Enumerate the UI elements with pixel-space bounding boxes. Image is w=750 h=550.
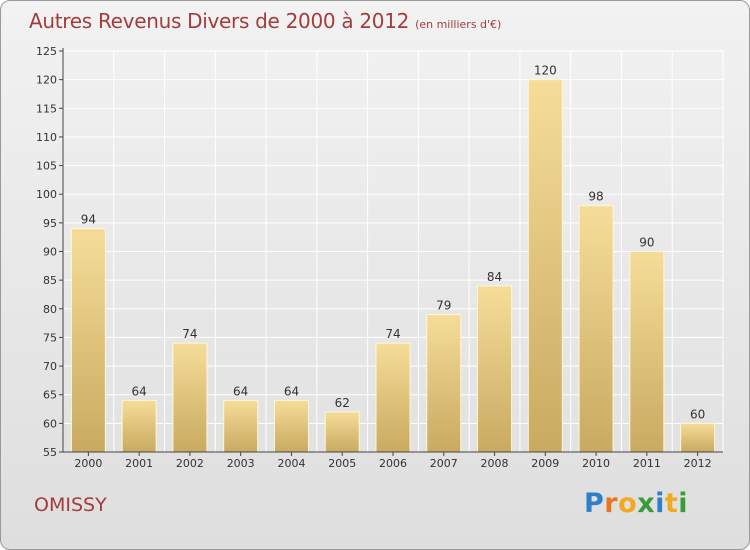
y-tick-label: 115 (36, 102, 57, 115)
x-tick-label: 2008 (481, 457, 509, 470)
x-tick-label: 2011 (633, 457, 661, 470)
bar-2004 (273, 399, 309, 453)
y-tick-label: 60 (43, 417, 57, 430)
x-tick-label: 2001 (125, 457, 153, 470)
bars (70, 79, 716, 453)
data-label: 90 (639, 236, 654, 250)
y-tick-label: 65 (43, 389, 57, 402)
x-tick-label: 2010 (582, 457, 610, 470)
data-label: 64 (233, 384, 248, 398)
bar-2011 (629, 251, 665, 453)
bar-2008 (477, 285, 513, 453)
x-tick-label: 2000 (74, 457, 102, 470)
data-label: 74 (182, 327, 197, 341)
x-tick-label: 2002 (176, 457, 204, 470)
logo-letter: t (664, 488, 679, 519)
x-tick-label: 2009 (531, 457, 559, 470)
y-tick-label: 110 (36, 131, 57, 144)
data-label: 94 (81, 213, 96, 227)
data-label: 79 (436, 299, 451, 313)
bar-2010 (578, 205, 614, 453)
bar-2003 (223, 399, 259, 453)
x-tick-label: 2006 (379, 457, 407, 470)
y-tick-label: 125 (36, 45, 57, 58)
x-tick-label: 2007 (430, 457, 458, 470)
y-tick-label: 120 (36, 74, 57, 87)
bar-2001 (121, 399, 157, 453)
x-tick-label: 2004 (277, 457, 305, 470)
y-tick-label: 75 (43, 331, 57, 344)
logo-letter: i (655, 488, 665, 519)
bar-2002 (172, 342, 208, 453)
axes (59, 48, 723, 456)
data-label: 64 (132, 384, 147, 398)
bar-2012 (680, 422, 716, 453)
chart-title: Autres Revenus Divers de 2000 à 2012 (en … (29, 9, 501, 33)
x-tick-label: 2012 (684, 457, 712, 470)
data-label: 62 (335, 396, 350, 410)
proxiti-logo[interactable]: Proxiti (584, 488, 688, 519)
logo-letter: i (678, 488, 689, 519)
data-label: 98 (588, 190, 603, 204)
x-tick-label: 2005 (328, 457, 356, 470)
y-tick-label: 95 (43, 217, 57, 230)
y-tick-label: 100 (36, 188, 57, 201)
logo-letter: r (604, 488, 619, 519)
y-tick-label: 80 (43, 303, 57, 316)
data-label: 60 (690, 407, 705, 421)
logo-letter: o (618, 488, 638, 519)
data-label: 84 (487, 270, 502, 284)
bar-2009 (527, 79, 563, 453)
y-tick-label: 90 (43, 246, 57, 259)
chart-subtitle: (en milliers d'€) (415, 18, 502, 31)
y-tick-label: 105 (36, 160, 57, 173)
data-label: 120 (534, 64, 557, 78)
logo-letter: x (637, 488, 656, 519)
chart-title-text: Autres Revenus Divers de 2000 à 2012 (29, 9, 410, 33)
bar-2006 (375, 342, 411, 453)
bar-2007 (426, 314, 462, 453)
bar-2000 (70, 228, 106, 453)
location-label: OMISSY (34, 494, 107, 516)
data-label: 64 (284, 384, 299, 398)
logo-letter: P (584, 488, 605, 519)
y-tick-label: 70 (43, 360, 57, 373)
data-label: 74 (385, 327, 400, 341)
bar-2005 (324, 411, 360, 453)
x-tick-label: 2003 (227, 457, 255, 470)
labels: 55 60 65 70 75 80 85 90 95 100 105 110 115 120 125 94 20… (36, 45, 712, 470)
y-tick-label: 85 (43, 274, 57, 287)
y-tick-label: 55 (43, 446, 57, 459)
